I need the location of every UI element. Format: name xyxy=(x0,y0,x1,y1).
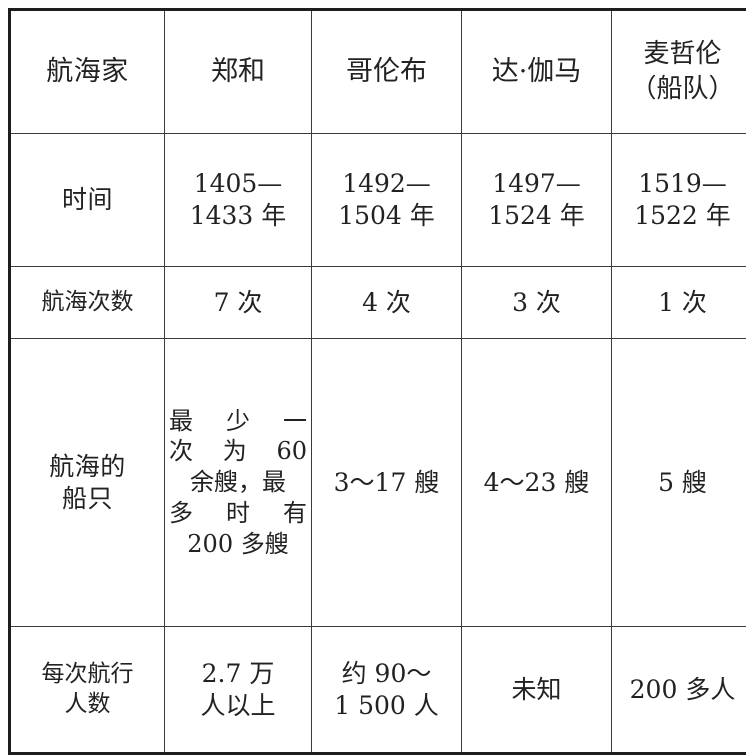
table-row: 每次航行 人数 2.7 万 人以上 约 90～ 1 500 人 未知 200 多… xyxy=(10,627,746,754)
cell-voyages-magellan: 1 次 xyxy=(612,267,746,339)
cell-line1: 1497— xyxy=(466,168,607,200)
paragraph-line: 次 为 60 xyxy=(169,436,307,467)
row-label-line1: 每次航行 xyxy=(15,660,160,689)
header-cell-columbus: 哥伦布 xyxy=(312,10,462,134)
cell-line1: 2.7 万 xyxy=(169,658,307,690)
cell-line2: 1524 年 xyxy=(466,200,607,232)
cell-time-dagama: 1497— 1524 年 xyxy=(462,134,612,267)
table-row: 航海的 船只 最 少 一 次 为 60 xyxy=(10,339,746,627)
header-magellan-line1: 麦哲伦 xyxy=(616,37,746,72)
cell-voyages-zhenghe: 7 次 xyxy=(165,267,312,339)
cell-time-columbus: 1492— 1504 年 xyxy=(312,134,462,267)
table-header-row: 航海家 郑和 哥伦布 达·伽马 麦哲伦 （船队） xyxy=(10,10,746,134)
row-label-line2: 人数 xyxy=(15,690,160,719)
row-label-time: 时间 xyxy=(10,134,165,267)
header-cell-magellan: 麦哲伦 （船队） xyxy=(612,10,746,134)
header-cell-zhenghe: 郑和 xyxy=(165,10,312,134)
ships-paragraph: 最 少 一 次 为 60 余艘，最 多 xyxy=(169,406,307,560)
paragraph-line: 余艘，最 xyxy=(169,467,307,498)
cell-line1: 1519— xyxy=(616,168,746,200)
cell-line2: 1433 年 xyxy=(169,200,307,232)
cell-line2: 1 500 人 xyxy=(316,690,457,722)
cell-line2: 1522 年 xyxy=(616,200,746,232)
row-label-line1: 航海的 xyxy=(15,451,160,483)
row-label-ships: 航海的 船只 xyxy=(10,339,165,627)
header-magellan-line2: （船队） xyxy=(616,72,746,107)
paragraph-line: 200 多艘 xyxy=(169,529,307,560)
paragraph-line: 多 时 有 xyxy=(169,498,307,529)
cell-crew-magellan: 200 多人 xyxy=(612,627,746,754)
cell-line1: 约 90～ xyxy=(316,658,457,690)
table-row: 航海次数 7 次 4 次 3 次 1 次 xyxy=(10,267,746,339)
row-label-crew: 每次航行 人数 xyxy=(10,627,165,754)
row-label-voyage-count: 航海次数 xyxy=(10,267,165,339)
cell-crew-zhenghe: 2.7 万 人以上 xyxy=(165,627,312,754)
cell-voyages-columbus: 4 次 xyxy=(312,267,462,339)
cell-crew-columbus: 约 90～ 1 500 人 xyxy=(312,627,462,754)
cell-crew-dagama: 未知 xyxy=(462,627,612,754)
cell-time-zhenghe: 1405— 1433 年 xyxy=(165,134,312,267)
cell-ships-zhenghe: 最 少 一 次 为 60 余艘，最 多 xyxy=(165,339,312,627)
cell-line2: 1504 年 xyxy=(316,200,457,232)
row-label-line2: 船只 xyxy=(15,483,160,515)
cell-voyages-dagama: 3 次 xyxy=(462,267,612,339)
paragraph-line: 最 少 一 xyxy=(169,406,307,437)
cell-line2: 人以上 xyxy=(169,690,307,722)
header-cell-dagama: 达·伽马 xyxy=(462,10,612,134)
table-row: 时间 1405— 1433 年 1492— 1504 年 1497— 1524 … xyxy=(10,134,746,267)
header-cell-category: 航海家 xyxy=(10,10,165,134)
cell-ships-dagama: 4～23 艘 xyxy=(462,339,612,627)
cell-ships-magellan: 5 艘 xyxy=(612,339,746,627)
navigators-comparison-table: 航海家 郑和 哥伦布 达·伽马 麦哲伦 （船队） 时间 1405— 1433 年… xyxy=(8,8,746,755)
cell-time-magellan: 1519— 1522 年 xyxy=(612,134,746,267)
cell-line1: 1492— xyxy=(316,168,457,200)
cell-line1: 1405— xyxy=(169,168,307,200)
cell-ships-columbus: 3～17 艘 xyxy=(312,339,462,627)
